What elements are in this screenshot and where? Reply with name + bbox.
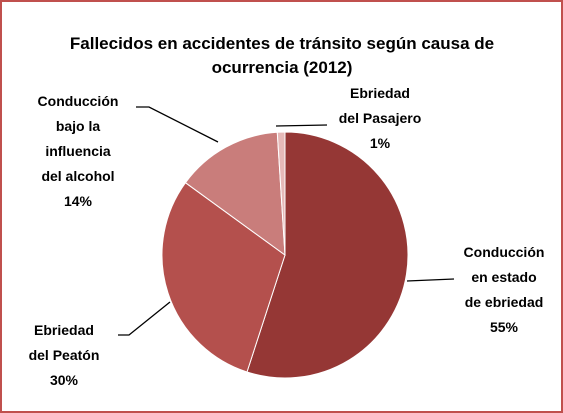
data-label: Ebriedad del Peatón 30% bbox=[24, 318, 104, 393]
value-label: 14% bbox=[63, 193, 93, 209]
pie-slice bbox=[184, 131, 286, 257]
value-label: 30% bbox=[49, 372, 79, 388]
category-label: Ebriedad del Peatón bbox=[28, 322, 100, 363]
chart-title: Fallecidos en accidentes de tránsito seg… bbox=[69, 34, 495, 77]
value-label: 55% bbox=[489, 319, 519, 335]
category-label: Ebriedad del Pasajero bbox=[338, 85, 422, 126]
value-label: 1% bbox=[369, 135, 391, 151]
pie-slice bbox=[161, 182, 286, 373]
leader-line bbox=[275, 124, 328, 127]
data-label: Conducción en estado de ebriedad 55% bbox=[462, 240, 546, 340]
pie-slice bbox=[246, 131, 409, 379]
leader-line bbox=[118, 301, 171, 336]
leader-line bbox=[136, 106, 219, 143]
data-label: Conducción bajo la influencia del alcoho… bbox=[36, 89, 120, 214]
category-label: Conducción bajo la influencia del alcoho… bbox=[37, 93, 119, 184]
pie-slice bbox=[276, 131, 286, 256]
data-label: Ebriedad del Pasajero 1% bbox=[338, 81, 422, 156]
leader-line bbox=[406, 278, 455, 282]
category-label: Conducción en estado de ebriedad bbox=[463, 244, 545, 310]
